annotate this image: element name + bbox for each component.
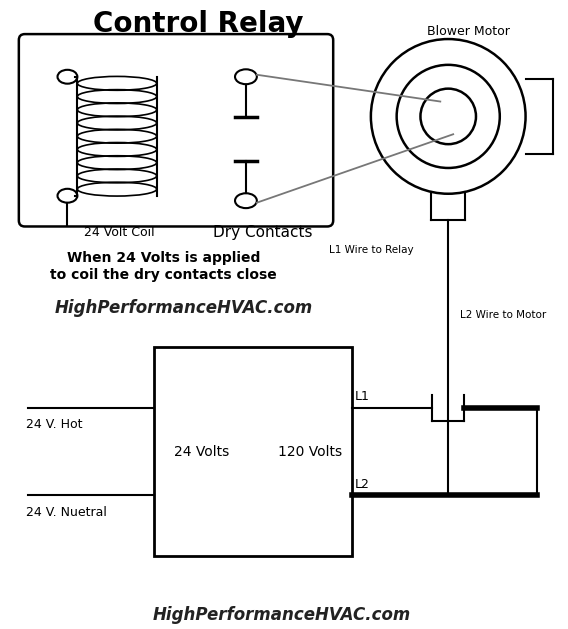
Text: Blower Motor: Blower Motor bbox=[427, 25, 509, 38]
Text: 24 V. Hot: 24 V. Hot bbox=[26, 418, 82, 431]
Text: HighPerformanceHVAC.com: HighPerformanceHVAC.com bbox=[55, 299, 312, 317]
Text: to coil the dry contacts close: to coil the dry contacts close bbox=[50, 268, 277, 282]
Text: Dry Contacts: Dry Contacts bbox=[213, 225, 313, 240]
Text: 24 Volt Coil: 24 Volt Coil bbox=[84, 226, 155, 239]
Text: L2 Wire to Motor: L2 Wire to Motor bbox=[460, 309, 546, 320]
Text: 120 Volts: 120 Volts bbox=[278, 445, 343, 459]
Text: L2: L2 bbox=[355, 478, 370, 491]
Text: L1: L1 bbox=[355, 391, 370, 403]
FancyBboxPatch shape bbox=[19, 34, 333, 226]
Text: L1 Wire to Relay: L1 Wire to Relay bbox=[329, 245, 414, 255]
Text: 24 V. Nuetral: 24 V. Nuetral bbox=[26, 506, 107, 519]
Text: Control Relay: Control Relay bbox=[93, 10, 303, 38]
Text: HighPerformanceHVAC.com: HighPerformanceHVAC.com bbox=[152, 606, 411, 624]
Bar bbox=[154, 347, 352, 555]
Text: 24 Volts: 24 Volts bbox=[174, 445, 229, 459]
Text: When 24 Volts is applied: When 24 Volts is applied bbox=[67, 251, 260, 265]
